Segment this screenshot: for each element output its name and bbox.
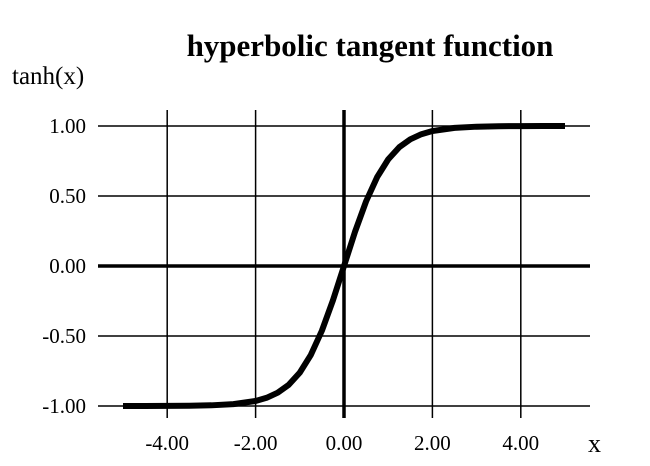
y-tick-label: 1.00	[49, 114, 86, 138]
y-tick-label: -0.50	[42, 324, 86, 348]
x-tick-label: 4.00	[502, 431, 539, 455]
x-axis-label: x	[588, 429, 601, 458]
series-layer	[122, 123, 566, 409]
x-tick-label: -2.00	[234, 431, 278, 455]
y-tick-label: 0.00	[49, 254, 86, 278]
x-tick-label: -4.00	[145, 431, 189, 455]
y-axis-label: tanh(x)	[12, 63, 84, 90]
y-tick-label: -1.00	[42, 394, 86, 418]
x-tick-label: 0.00	[326, 431, 363, 455]
tanh-curve	[122, 123, 566, 409]
x-tick-label: 2.00	[414, 431, 451, 455]
chart-title: hyperbolic tangent function	[187, 28, 554, 63]
tick-labels: 1.00 0.50 0.00 -0.50 -1.00 -4.00 -2.00 0.00 2.00…	[42, 114, 539, 455]
y-tick-label: 0.50	[49, 184, 86, 208]
